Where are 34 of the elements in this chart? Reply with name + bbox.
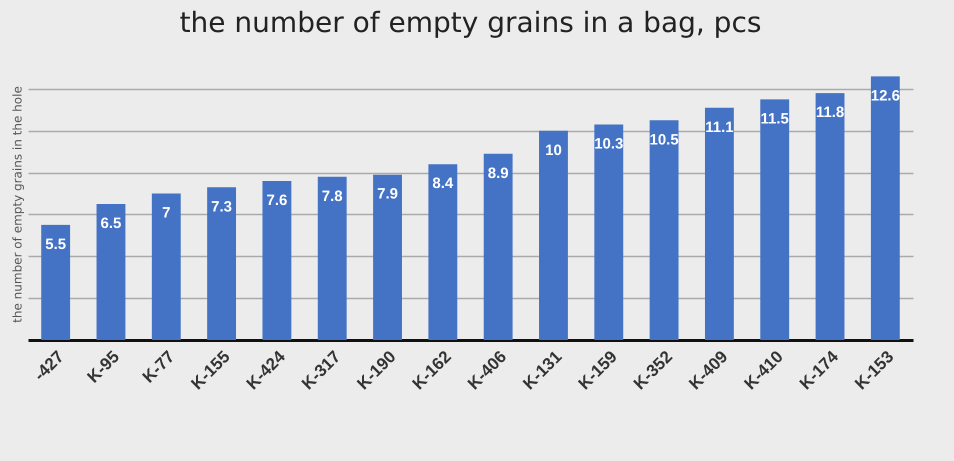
data-label: 7.6 <box>266 192 288 209</box>
data-label: 6.5 <box>100 215 122 232</box>
data-label: 11.1 <box>705 118 734 136</box>
bar <box>539 130 568 340</box>
data-label: 7.9 <box>377 186 398 203</box>
data-label: 7.3 <box>211 198 232 216</box>
data-label: 11.5 <box>760 110 789 128</box>
bar <box>428 164 458 340</box>
data-label: 10 <box>545 142 562 159</box>
data-label: 7.8 <box>322 188 343 205</box>
bar <box>704 108 734 340</box>
data-label: 12.6 <box>870 87 900 104</box>
data-label: 11.8 <box>816 104 844 122</box>
bar <box>152 194 181 340</box>
bar <box>650 120 679 340</box>
data-label: 10.5 <box>649 131 679 148</box>
bar <box>594 124 624 340</box>
bar <box>262 180 292 340</box>
data-label: 8.9 <box>488 164 509 182</box>
chart-title: the number of empty grains in a bag, pcs <box>180 6 762 39</box>
bar <box>484 154 513 340</box>
y-axis-title: the number of empty grains in the hole <box>10 86 24 323</box>
bar <box>816 93 844 340</box>
bar <box>318 176 347 340</box>
data-label: 8.4 <box>432 175 454 192</box>
bar <box>207 187 236 340</box>
bar <box>870 76 900 340</box>
data-label: 5.5 <box>45 236 66 253</box>
data-label: 7 <box>162 204 170 222</box>
bar <box>373 174 402 340</box>
bar <box>41 224 70 340</box>
bar <box>96 204 126 340</box>
bar <box>760 99 790 340</box>
data-label: 10.3 <box>594 135 624 152</box>
